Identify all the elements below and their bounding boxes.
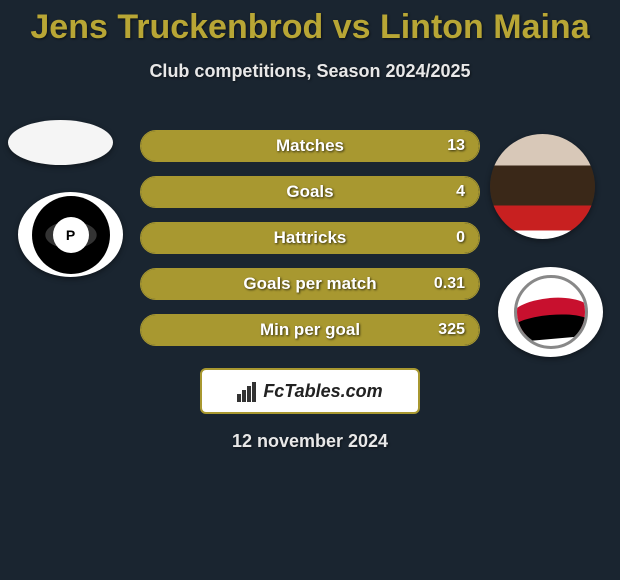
stat-row: Goals4 — [140, 176, 480, 208]
stat-row: Hattricks0 — [140, 222, 480, 254]
player-right-club-badge — [498, 267, 603, 357]
brand-box: FcTables.com — [200, 368, 420, 414]
subtitle: Club competitions, Season 2024/2025 — [0, 47, 620, 82]
stat-row: Matches13 — [140, 130, 480, 162]
stat-label: Matches — [141, 131, 479, 161]
player-left-club-badge: P — [18, 192, 123, 277]
stat-label: Hattricks — [141, 223, 479, 253]
stat-value-right: 4 — [456, 177, 465, 207]
stat-value-right: 325 — [438, 315, 465, 345]
stat-row: Min per goal325 — [140, 314, 480, 346]
club-left-letter: P — [53, 217, 89, 253]
brand-text: FcTables.com — [263, 381, 382, 402]
player-right-avatar — [490, 134, 595, 239]
stat-value-right: 0.31 — [434, 269, 465, 299]
stat-value-right: 13 — [447, 131, 465, 161]
stat-bars: Matches13 Goals4 Hattricks0 Goals per match… — [140, 130, 480, 360]
page-title: Jens Truckenbrod vs Linton Maina — [0, 0, 620, 47]
stat-label: Goals — [141, 177, 479, 207]
comparison-content: P Matches13 Goals4 Hattricks0 Goals per mat… — [0, 112, 620, 452]
stat-label: Min per goal — [141, 315, 479, 345]
brand-chart-icon — [237, 380, 259, 402]
stat-row: Goals per match0.31 — [140, 268, 480, 300]
date-text: 12 november 2024 — [0, 431, 620, 452]
stat-value-right: 0 — [456, 223, 465, 253]
stat-label: Goals per match — [141, 269, 479, 299]
player-left-avatar — [8, 120, 113, 165]
